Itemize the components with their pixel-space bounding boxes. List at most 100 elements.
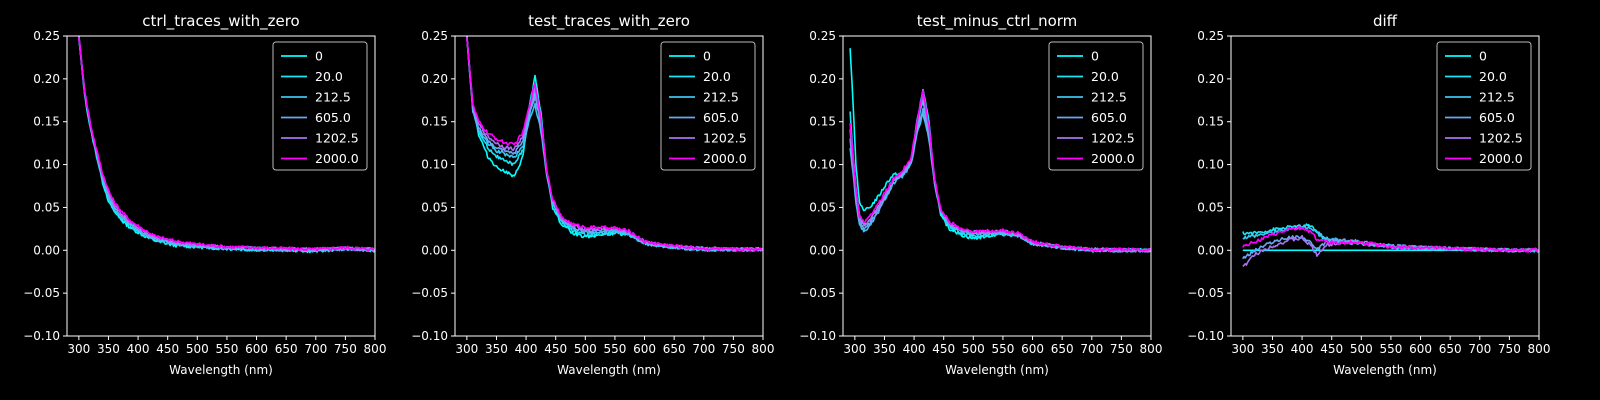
y-tick-label: 0.15 [33,115,60,129]
x-tick-label: 500 [186,342,209,356]
subplot-3: 300 350 400 450 500 550 600 650 700 750 800 −0.10 −0… [799,12,1162,377]
x-tick-label: 600 [633,342,656,356]
y-tick-label: 0.00 [809,243,836,257]
y-tick-label: 0.25 [33,29,60,43]
legend-label: 1202.5 [315,131,359,146]
y-tick-label: 0.25 [809,29,836,43]
chart-title: ctrl_traces_with_zero [142,12,299,31]
legend-label: 2000.0 [703,151,747,166]
x-tick-label: 350 [1261,342,1284,356]
x-tick-label: 550 [603,342,626,356]
legend-label: 2000.0 [315,151,359,166]
legend-label: 212.5 [1479,90,1515,105]
legend-label: 605.0 [1091,110,1127,125]
y-tick-label: −0.05 [1187,286,1224,300]
series-group [466,36,763,252]
y-tick-label: −0.05 [23,286,60,300]
x-tick-label: 500 [574,342,597,356]
chart-title: diff [1373,12,1398,30]
chart-title: test_traces_with_zero [528,12,690,31]
x-tick-label: 550 [215,342,238,356]
x-tick-label: 700 [304,342,327,356]
y-tick-label: 0.05 [33,200,60,214]
y-tick-label: −0.10 [1187,329,1224,343]
x-tick-label: 400 [127,342,150,356]
x-tick-label: 500 [962,342,985,356]
x-tick-label: 650 [1439,342,1462,356]
axes-frame [1230,35,1540,337]
x-tick-label: 450 [544,342,567,356]
y-tick-label: 0.00 [33,243,60,257]
series-group [849,48,1151,253]
x-tick-label: 550 [1379,342,1402,356]
y-tick-label: −0.05 [799,286,836,300]
x-tick-label: 700 [692,342,715,356]
axes-frame [66,35,376,337]
axes-frame [842,35,1152,337]
y-tick-label: 0.20 [421,72,448,86]
x-tick-label: 700 [1080,342,1103,356]
series-line [1242,226,1539,253]
series-line [466,37,763,252]
series-group [1242,223,1539,267]
x-tick-label: 300 [67,342,90,356]
y-tick-label: 0.05 [1197,200,1224,214]
x-axis-label: Wavelength (nm) [169,363,273,377]
x-tick-label: 350 [485,342,508,356]
x-tick-label: 300 [843,342,866,356]
x-tick-label: 750 [1110,342,1133,356]
y-tick-label: 0.20 [33,72,60,86]
x-tick-label: 750 [334,342,357,356]
legend-label: 0 [703,49,711,64]
subplot-4: 300 350 400 450 500 550 600 650 700 750 800 −0.10 −0… [1187,12,1550,377]
legend-label: 2000.0 [1091,151,1135,166]
series-line [466,36,763,252]
legend-label: 212.5 [703,90,739,105]
legend: 0 20.0 212.5 605.0 1202.5 2000.0 [272,41,368,171]
legend-label: 20.0 [315,69,343,84]
y-tick-label: 0.00 [421,243,448,257]
series-line [849,89,1151,252]
legend-label: 2000.0 [1479,151,1523,166]
legend-label: 0 [1091,49,1099,64]
y-tick-label: 0.10 [33,158,60,172]
y-tick-label: 0.10 [421,158,448,172]
y-tick-label: 0.20 [1197,72,1224,86]
x-tick-label: 400 [903,342,926,356]
legend-label: 0 [315,49,323,64]
x-tick-label: 800 [752,342,775,356]
x-tick-label: 750 [722,342,745,356]
x-tick-label: 800 [1528,342,1551,356]
legend-label: 20.0 [703,69,731,84]
x-tick-label: 300 [1231,342,1254,356]
legend-label: 212.5 [315,90,351,105]
x-tick-label: 650 [275,342,298,356]
legend-label: 20.0 [1091,69,1119,84]
y-tick-label: −0.10 [23,329,60,343]
y-tick-label: 0.10 [809,158,836,172]
axes-frame [454,35,764,337]
legend: 0 20.0 212.5 605.0 1202.5 2000.0 [1048,41,1144,171]
x-tick-label: 450 [932,342,955,356]
x-tick-label: 750 [1498,342,1521,356]
legend-label: 1202.5 [1479,131,1523,146]
legend-label: 20.0 [1479,69,1507,84]
subplot-2: 300 350 400 450 500 550 600 650 700 750 800 −0.10 −0… [411,12,774,377]
x-tick-label: 450 [156,342,179,356]
y-tick-label: 0.00 [1197,243,1224,257]
legend-label: 605.0 [703,110,739,125]
legend: 0 20.0 212.5 605.0 1202.5 2000.0 [1436,41,1532,171]
series-line [466,36,763,252]
series-line [78,37,375,252]
x-tick-label: 450 [1320,342,1343,356]
x-tick-label: 600 [1409,342,1432,356]
x-tick-label: 650 [1051,342,1074,356]
y-tick-label: 0.15 [421,115,448,129]
y-tick-label: 0.15 [809,115,836,129]
legend-label: 212.5 [1091,90,1127,105]
legend-label: 605.0 [315,110,351,125]
x-tick-label: 800 [1140,342,1163,356]
y-tick-label: 0.05 [421,200,448,214]
chart-title: test_minus_ctrl_norm [917,12,1078,31]
